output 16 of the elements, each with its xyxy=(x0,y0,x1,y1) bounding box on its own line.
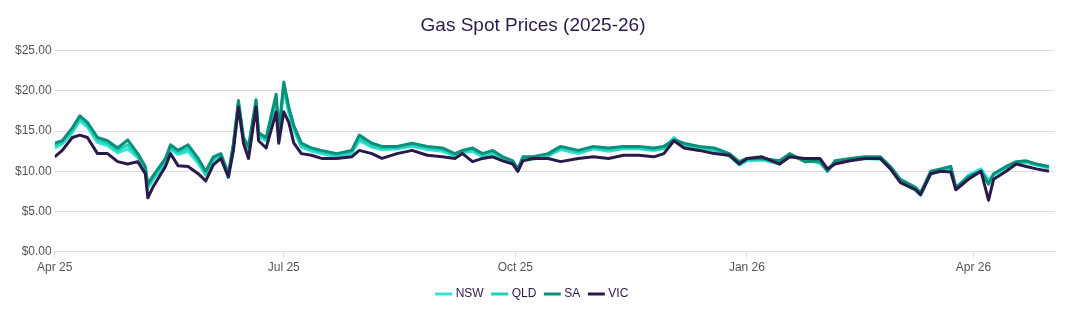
y-tick-label: $5.00 xyxy=(21,203,53,218)
y-tick-label: $10.00 xyxy=(15,163,53,178)
legend-label: NSW xyxy=(455,286,485,301)
legend-label: SA xyxy=(564,286,581,301)
x-tick-label: Jan 26 xyxy=(728,260,766,275)
y-tick-label: $0.00 xyxy=(21,243,53,258)
y-tick-label: $15.00 xyxy=(15,123,53,138)
x-tick-label: Jul 25 xyxy=(267,260,301,275)
y-tick-label: $20.00 xyxy=(15,83,53,98)
legend-label: VIC xyxy=(608,286,629,301)
legend-label: QLD xyxy=(511,286,537,301)
y-tick-label: $25.00 xyxy=(15,43,53,58)
x-tick-label: Apr 26 xyxy=(955,260,992,275)
x-tick-label: Apr 25 xyxy=(37,260,73,275)
chart-title: Gas Spot Prices (2025-26) xyxy=(420,13,646,35)
x-tick-label: Oct 25 xyxy=(497,260,534,275)
